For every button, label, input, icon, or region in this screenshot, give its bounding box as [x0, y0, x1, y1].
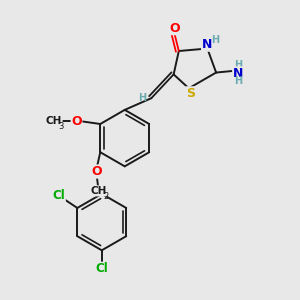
Text: Cl: Cl	[95, 262, 108, 275]
Text: H: H	[211, 35, 219, 45]
Text: CH: CH	[90, 186, 106, 196]
Text: H: H	[234, 60, 242, 70]
Text: N: N	[202, 38, 212, 51]
Text: O: O	[92, 165, 102, 178]
Text: 2: 2	[103, 192, 109, 201]
Text: O: O	[169, 22, 180, 34]
Text: O: O	[71, 115, 82, 128]
Text: H: H	[234, 76, 242, 86]
Text: Cl: Cl	[52, 189, 65, 202]
Text: CH: CH	[46, 116, 62, 126]
Text: H: H	[138, 93, 146, 103]
Text: 3: 3	[58, 122, 63, 131]
Text: S: S	[186, 87, 195, 100]
Text: N: N	[233, 67, 243, 80]
